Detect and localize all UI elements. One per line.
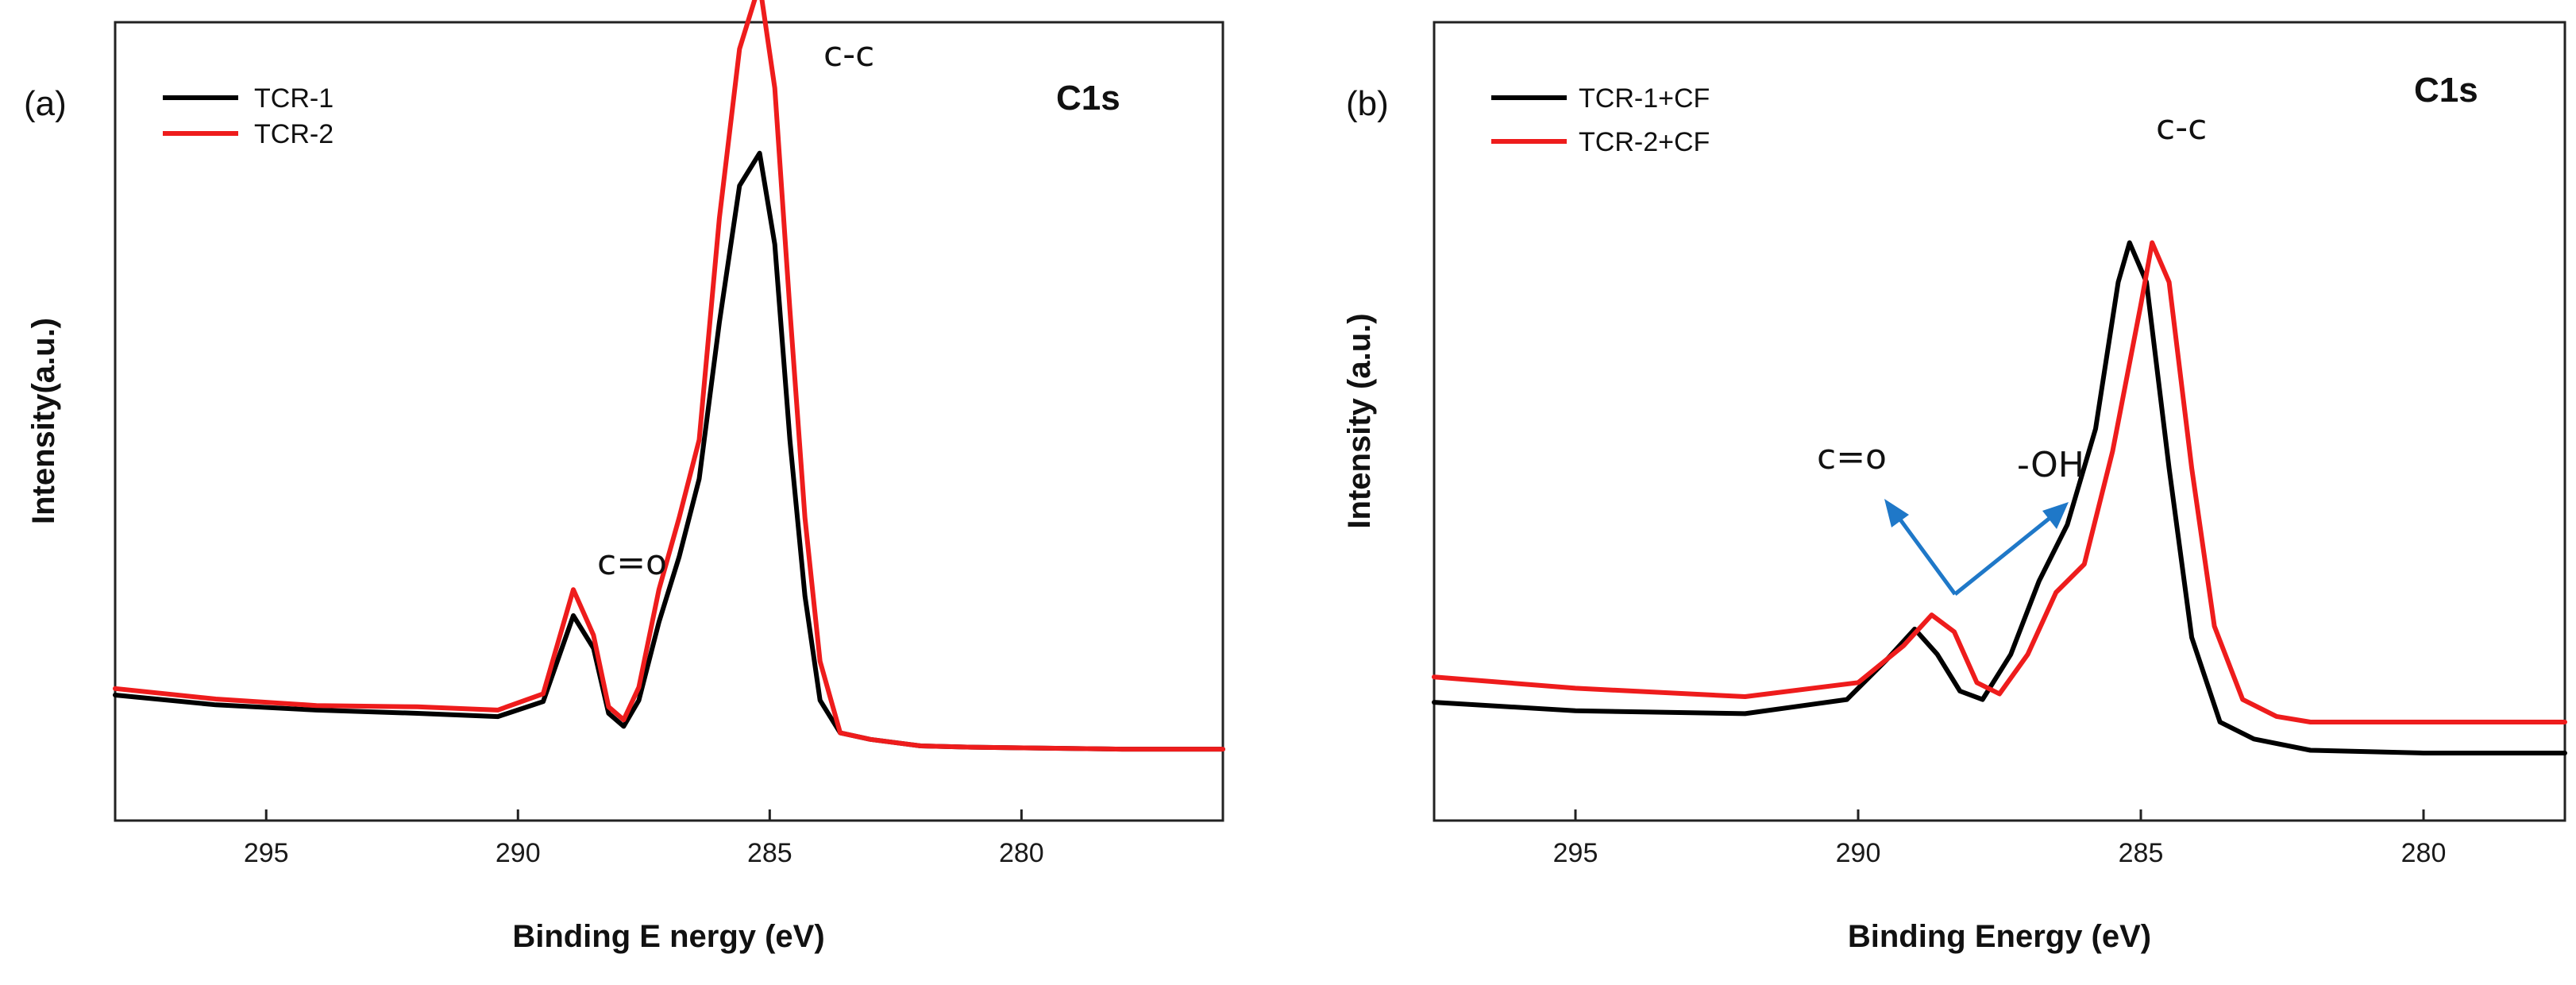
panel-b: (b) C1s TCR-1+CF TCR-2+CF 295 290 285 280 c… [1342,21,2567,954]
series-line-a-0 [113,150,1225,752]
panel-a: (a) C1s TCR-1 TCR-2 295 290 285 280 c-c c=o… [24,0,1225,954]
x-tick-label-b-0: 295 [1553,838,1598,868]
series-line-b-0 [1432,240,2567,755]
arrow-co-b [1895,515,1957,596]
annotation-co-b: c=o [1817,437,1887,477]
x-tick-label-a-0: 295 [244,838,289,868]
x-ticks-b: 295 290 285 280 [1553,809,2447,868]
plot-frame-b [1433,21,2566,822]
annotation-oh-b: -OH [2017,445,2084,485]
panel-label-a: (a) [24,84,67,123]
legend-b: TCR-1+CF TCR-2+CF [1491,83,1710,157]
series-line-a-1 [113,0,1225,752]
plot-title-b: C1s [2414,71,2478,110]
series-lines-b [1432,240,2567,755]
series-line-b-1 [1432,240,2567,724]
x-tick-label-a-2: 285 [747,838,792,868]
annotation-cc-b: c-c [2156,107,2207,148]
y-axis-label-a: Intensity(a.u.) [26,318,61,524]
arrow-oh-b [1953,515,2053,596]
plot-frame-a [114,21,1224,822]
legend-entry-a-1: TCR-2 [254,119,334,149]
plot-title-a: C1s [1056,79,1120,118]
x-tick-label-b-1: 290 [1836,838,1881,868]
legend-entry-a-0: TCR-1 [254,83,334,114]
legend-entry-b-0: TCR-1+CF [1579,83,1710,114]
x-axis-label-b: Binding Energy (eV) [1848,919,2151,954]
panel-label-b: (b) [1346,84,1389,123]
annotation-cc-a: c-c [823,34,874,75]
y-axis-label-b: Intensity (a.u.) [1342,313,1377,528]
x-tick-label-b-3: 280 [2401,838,2447,868]
x-tick-label-a-1: 290 [496,838,541,868]
annotation-co-a: c=o [597,543,667,583]
arrowhead-oh-b [2042,502,2069,529]
x-ticks-a: 295 290 285 280 [244,809,1044,868]
x-axis-label-a: Binding E nergy (eV) [512,919,824,954]
x-tick-label-b-2: 285 [2119,838,2164,868]
arrowhead-co-b [1884,499,1909,527]
legend-a: TCR-1 TCR-2 [163,83,334,149]
legend-entry-b-1: TCR-2+CF [1579,127,1710,157]
x-tick-label-a-3: 280 [999,838,1044,868]
series-lines-a [113,0,1225,752]
